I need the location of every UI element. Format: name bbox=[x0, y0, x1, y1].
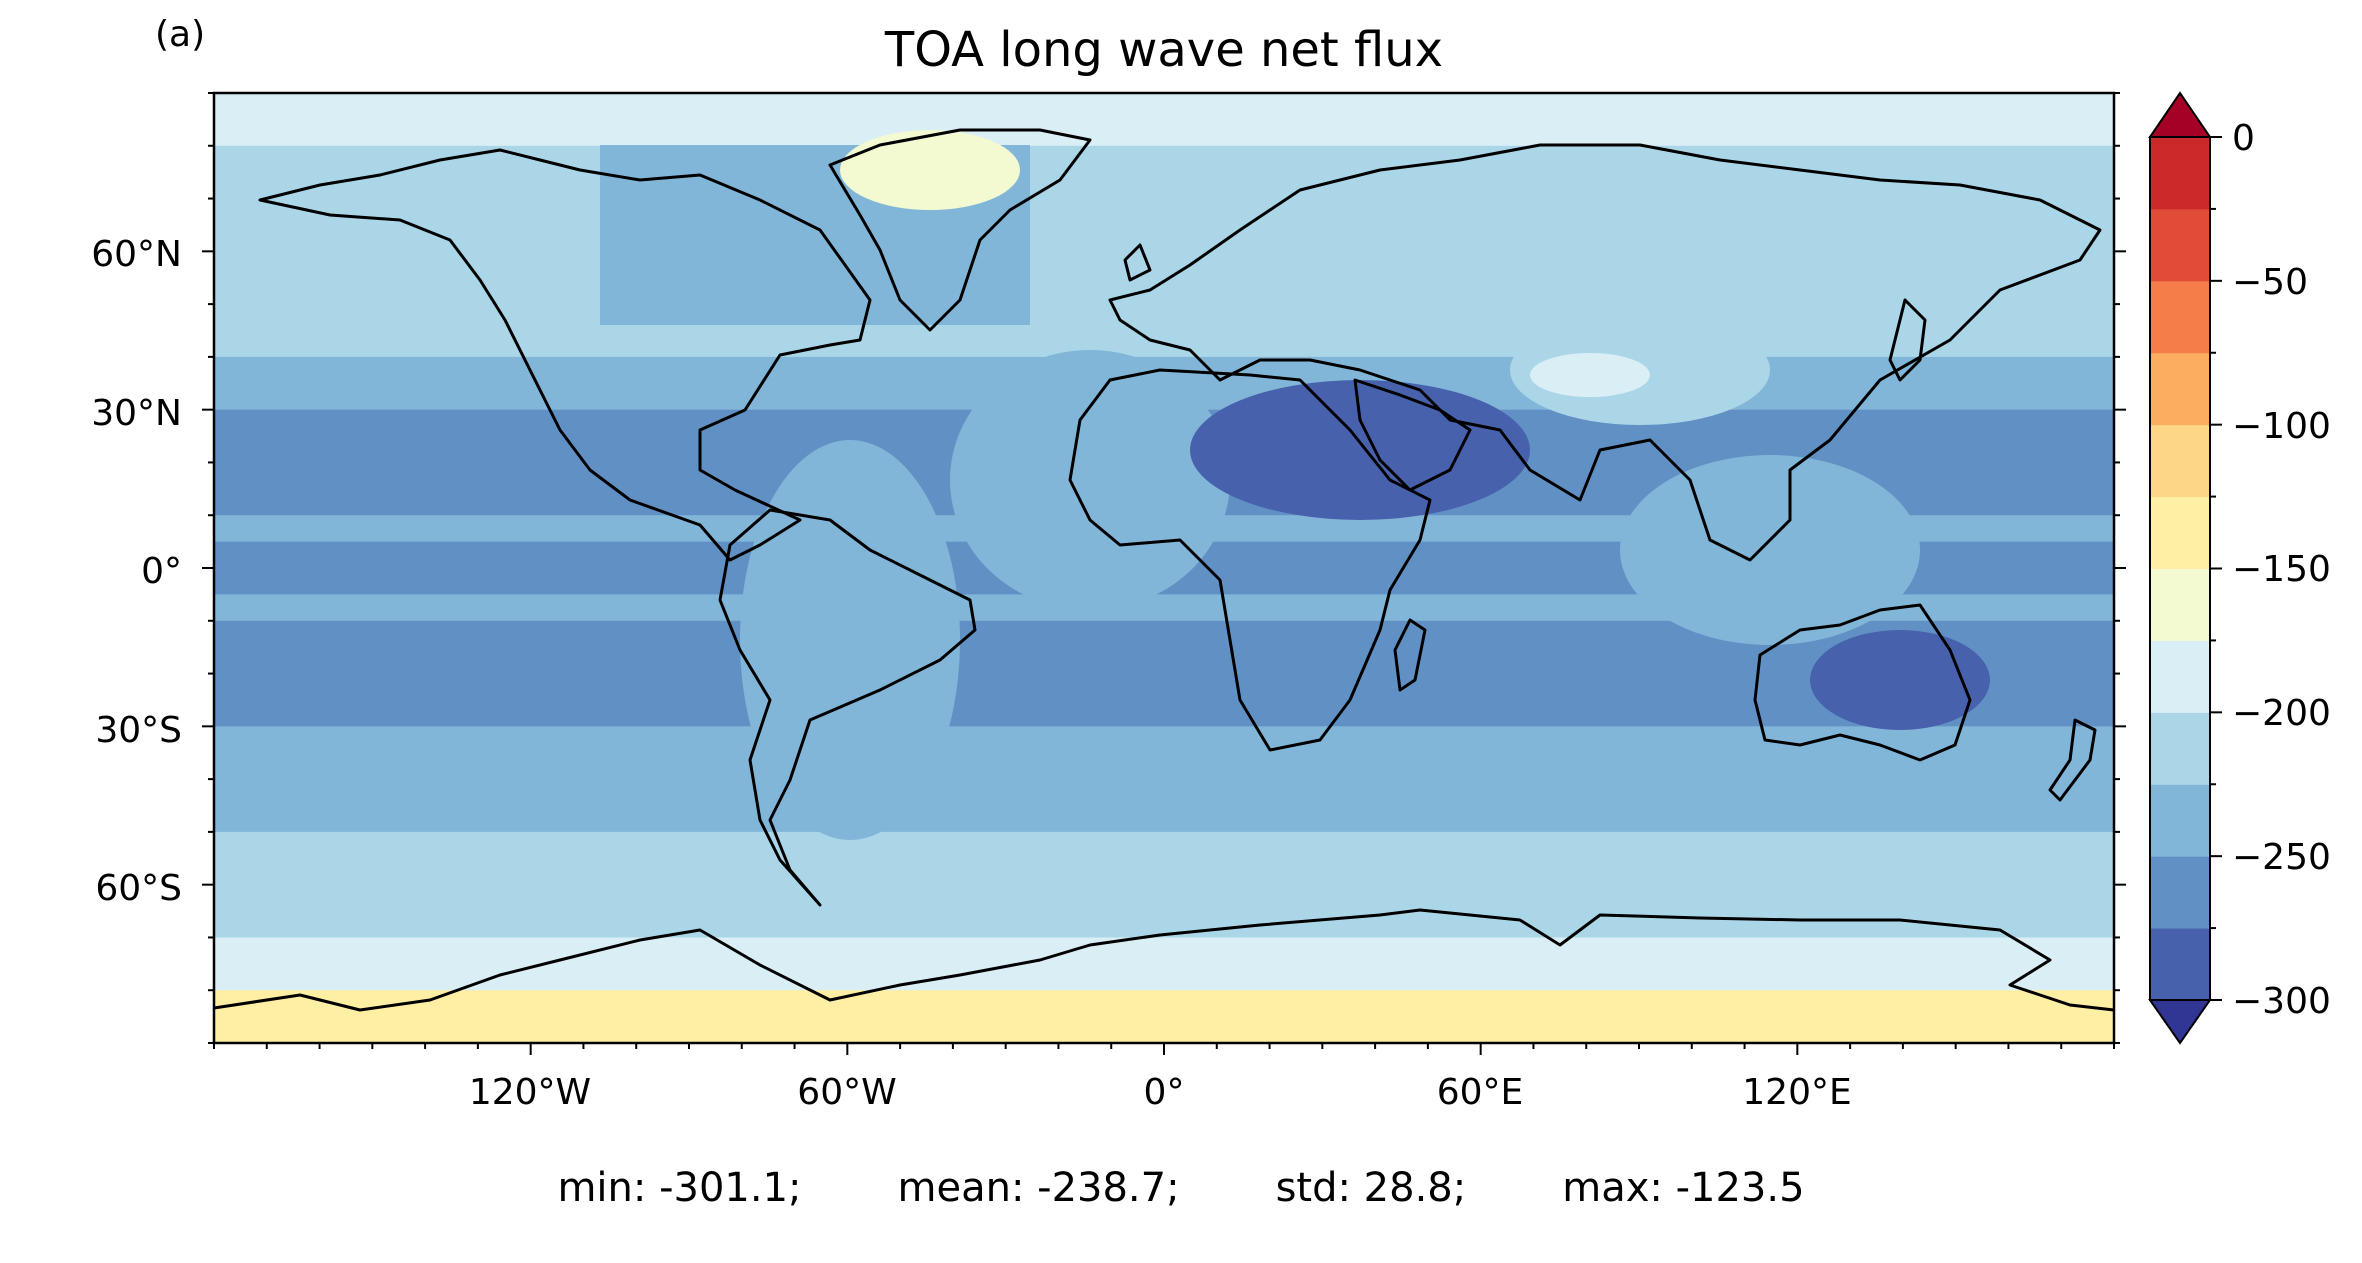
greenland-coast bbox=[828, 128, 1092, 332]
antarctica-coast bbox=[214, 908, 2114, 1012]
uk-coast bbox=[1123, 243, 1152, 282]
africa-region bbox=[950, 350, 1230, 610]
colorbar-segment bbox=[2150, 424, 2210, 498]
australia-coast bbox=[1753, 603, 1972, 762]
north-america-coast bbox=[258, 148, 872, 562]
flux-band bbox=[214, 251, 2114, 358]
colorbar-segment bbox=[2150, 208, 2210, 282]
flux-band bbox=[214, 990, 2114, 1043]
colorbar-segment bbox=[2150, 928, 2210, 1001]
arabia-coast bbox=[1353, 378, 1472, 492]
x-tick-label: 120°W bbox=[469, 1072, 591, 1113]
map-title: TOA long wave net flux bbox=[884, 22, 1443, 78]
new-zealand-coast bbox=[2048, 718, 2097, 802]
stat-mean: mean: -238.7; bbox=[897, 1165, 1180, 1211]
map-tick-marks bbox=[202, 92, 2126, 1055]
tibet-plateau-region bbox=[1530, 353, 1650, 397]
colorbar-tick-label: −100 bbox=[2232, 406, 2331, 447]
madagascar-coast bbox=[1393, 618, 1427, 692]
y-tick-label: 0° bbox=[141, 551, 182, 592]
australia-region bbox=[1810, 630, 1990, 730]
south-america-region bbox=[740, 440, 960, 840]
colorbar-segments bbox=[2150, 137, 2210, 1001]
colorbar-tick-label: −300 bbox=[2232, 981, 2331, 1022]
x-tick-label: 120°E bbox=[1742, 1072, 1851, 1113]
eurasia-coast bbox=[1108, 143, 2102, 562]
africa-coast bbox=[1068, 368, 1432, 752]
colorbar-tick-label: −250 bbox=[2232, 837, 2331, 878]
colorbar-tick-marks bbox=[2210, 136, 2222, 1001]
colorbar-segment bbox=[2150, 712, 2210, 785]
stat-std: std: 28.8; bbox=[1275, 1165, 1467, 1211]
summary-statistics: min: -301.1; mean: -238.7; std: 28.8; max: … bbox=[0, 1165, 2362, 1211]
colorbar: 0 −50 −100 −150 −200 −250 −300 bbox=[2148, 91, 2331, 1045]
panel-label: (a) bbox=[155, 14, 205, 55]
flux-band bbox=[214, 831, 2114, 938]
flux-band bbox=[214, 937, 2114, 991]
colorbar-segment bbox=[2150, 784, 2210, 857]
colorbar-tick-label: 0 bbox=[2232, 118, 2255, 159]
colorbar-tick-label: −200 bbox=[2232, 693, 2331, 734]
coastlines bbox=[214, 128, 2114, 1012]
y-tick-label: 60°S bbox=[95, 868, 182, 909]
arabia-region bbox=[1190, 380, 1530, 520]
greenland-region bbox=[840, 130, 1020, 210]
colorbar-segment bbox=[2150, 568, 2210, 641]
colorbar-segment bbox=[2150, 640, 2210, 713]
y-tick-label: 30°S bbox=[95, 710, 182, 751]
y-tick-label: 30°N bbox=[91, 393, 182, 434]
y-tick-labels: 60°N 30°N 0° 30°S 60°S bbox=[91, 234, 182, 909]
colorbar-extend-min bbox=[2148, 999, 2212, 1045]
colorbar-segment bbox=[2150, 280, 2210, 354]
colorbar-segment bbox=[2150, 496, 2210, 569]
colorbar-tick-label: −50 bbox=[2232, 262, 2308, 303]
x-tick-label: 60°E bbox=[1437, 1072, 1524, 1113]
x-tick-label: 60°W bbox=[797, 1072, 896, 1113]
y-tick-label: 60°N bbox=[91, 234, 182, 275]
colorbar-segment bbox=[2150, 352, 2210, 426]
flux-field bbox=[214, 93, 2114, 1043]
colorbar-extend-max bbox=[2148, 91, 2212, 138]
stat-max: max: -123.5 bbox=[1562, 1165, 1805, 1211]
japan-coast bbox=[1888, 298, 1927, 382]
flux-band bbox=[214, 145, 2114, 252]
x-tick-labels: 120°W 60°W 0° 60°E 120°E bbox=[469, 1072, 1852, 1113]
flux-band bbox=[214, 779, 2114, 833]
maritime-continent-region bbox=[1620, 455, 1920, 645]
flux-band bbox=[214, 93, 2114, 147]
south-america-coast bbox=[718, 508, 977, 907]
flux-band bbox=[214, 726, 2114, 780]
colorbar-segment bbox=[2150, 137, 2210, 210]
colorbar-tick-label: −150 bbox=[2232, 549, 2331, 590]
stat-min: min: -301.1; bbox=[557, 1165, 802, 1211]
colorbar-tick-labels: 0 −50 −100 −150 −200 −250 −300 bbox=[2232, 118, 2331, 1022]
x-tick-label: 0° bbox=[1144, 1072, 1185, 1113]
colorbar-segment bbox=[2150, 856, 2210, 929]
